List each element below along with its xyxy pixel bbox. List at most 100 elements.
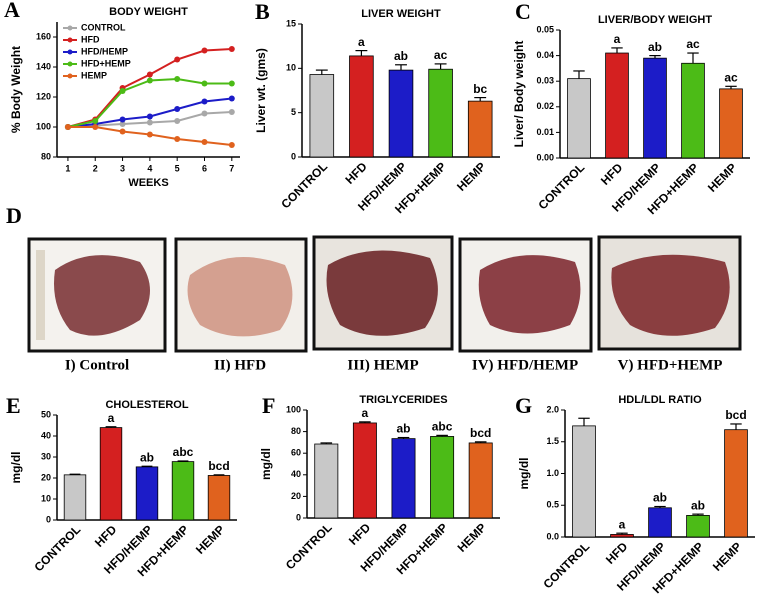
significance-label: a xyxy=(614,32,621,46)
bar xyxy=(349,55,374,158)
point xyxy=(119,121,126,127)
legend-marker xyxy=(67,37,73,43)
point xyxy=(174,56,181,63)
legend-label: HFD+HEMP xyxy=(81,58,131,68)
chart-title: TRIGLYCERIDES xyxy=(359,394,447,406)
significance-label: bcd xyxy=(725,408,746,422)
significance-label: a xyxy=(358,35,365,49)
x-tick-label: CONTROL xyxy=(541,539,593,591)
significance-label: ac xyxy=(686,37,700,51)
y-tick-label: 0.02 xyxy=(536,101,554,111)
y-tick-label: 40 xyxy=(41,430,51,440)
chart-title: HDL/LDL RATIO xyxy=(618,394,702,406)
significance-label: a xyxy=(108,411,115,425)
panel-letter: C xyxy=(515,0,531,24)
panel-letter: D xyxy=(6,203,22,228)
panel-letter: B xyxy=(255,0,270,24)
ruler xyxy=(36,250,45,340)
bar xyxy=(681,62,705,159)
point xyxy=(174,136,181,142)
y-axis-label: mg/dl xyxy=(259,448,273,480)
bar xyxy=(610,534,634,538)
y-tick-label: 80 xyxy=(41,151,51,161)
panel-letter: A xyxy=(4,0,20,22)
bar xyxy=(467,100,493,158)
x-tick-label: CONTROL xyxy=(278,159,330,211)
legend-marker xyxy=(67,61,73,67)
point xyxy=(174,76,181,82)
bar xyxy=(352,422,377,519)
significance-label: ac xyxy=(724,70,738,84)
point xyxy=(201,98,208,105)
x-tick-label: HFD xyxy=(342,159,370,187)
y-tick-label: 160 xyxy=(36,31,51,41)
bar xyxy=(430,436,455,519)
photo-caption: IV) HFD/HEMP xyxy=(472,357,578,373)
y-tick-label: 2.0 xyxy=(546,404,559,414)
y-axis-label: Liver/ Body weight xyxy=(512,41,526,148)
x-axis-label: WEEKS xyxy=(128,177,168,189)
photo-caption: V) HFD+HEMP xyxy=(618,357,723,373)
y-tick-label: 100 xyxy=(286,404,301,414)
y-tick-label: 80 xyxy=(291,426,301,436)
point xyxy=(201,139,208,145)
significance-label: abc xyxy=(173,445,194,459)
bar xyxy=(314,443,339,519)
y-tick-label: 1.0 xyxy=(546,468,559,478)
y-tick-label: 30 xyxy=(41,451,51,461)
x-tick-label: HEMP xyxy=(454,159,488,193)
bar xyxy=(648,507,672,538)
y-tick-label: 20 xyxy=(291,491,301,501)
significance-label: bc xyxy=(473,82,487,96)
point xyxy=(92,118,99,124)
y-tick-label: 0.04 xyxy=(536,50,554,60)
y-tick-label: 100 xyxy=(36,121,51,131)
x-tick-label: HEMP xyxy=(710,539,744,573)
significance-label: ac xyxy=(434,48,448,62)
chart-title: LIVER/BODY WEIGHT xyxy=(598,14,712,26)
chart-title: LIVER WEIGHT xyxy=(361,8,441,20)
point xyxy=(146,77,153,84)
point xyxy=(146,131,153,138)
point xyxy=(228,109,235,115)
y-tick-label: 10 xyxy=(286,63,296,73)
legend-marker xyxy=(67,73,73,79)
x-tick-label: CONTROL xyxy=(32,522,84,574)
x-tick-label: HFD xyxy=(92,522,120,550)
bar xyxy=(388,69,414,158)
point xyxy=(92,124,99,130)
point xyxy=(201,47,208,54)
point xyxy=(146,71,153,78)
bar xyxy=(643,57,667,159)
bar xyxy=(572,425,596,538)
point xyxy=(119,116,126,123)
point xyxy=(201,110,208,117)
panel-letter: G xyxy=(515,393,532,418)
y-tick-label: 0.01 xyxy=(536,127,554,137)
bar xyxy=(428,68,453,158)
significance-label: ab xyxy=(691,498,705,512)
point xyxy=(119,88,126,94)
y-tick-label: 0.5 xyxy=(546,500,559,510)
y-tick-label: 140 xyxy=(36,61,51,71)
point xyxy=(228,80,235,87)
liver xyxy=(54,255,150,336)
y-tick-label: 0 xyxy=(291,151,296,161)
point xyxy=(228,142,235,148)
bar xyxy=(567,78,591,159)
x-tick-label: 7 xyxy=(229,163,234,173)
bar xyxy=(605,52,629,159)
x-tick-label: HEMP xyxy=(705,160,739,194)
y-tick-label: 5 xyxy=(291,107,296,117)
liver xyxy=(187,257,293,337)
y-axis-label: mg/dl xyxy=(517,458,531,490)
y-tick-label: 0 xyxy=(296,512,301,522)
legend-label: HFD xyxy=(81,34,100,44)
y-tick-label: 40 xyxy=(291,469,301,479)
y-tick-label: 60 xyxy=(291,448,301,458)
y-axis-label: Liver wt. (gms) xyxy=(254,48,268,133)
photo-caption: III) HEMP xyxy=(347,357,418,373)
liver xyxy=(326,250,438,336)
x-tick-label: CONTROL xyxy=(283,520,335,572)
